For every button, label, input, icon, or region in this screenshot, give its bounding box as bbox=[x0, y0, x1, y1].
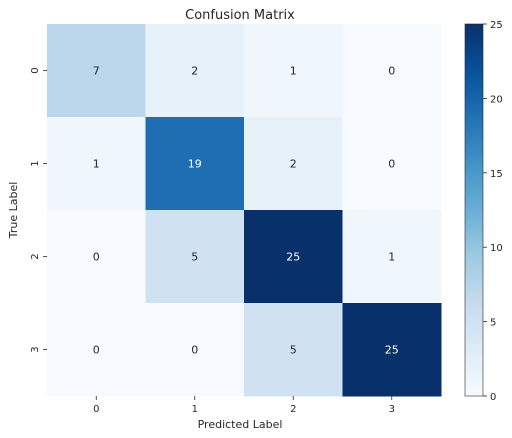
heatmap-cell-1-0 bbox=[47, 117, 146, 211]
colorbar-tick-label: 20 bbox=[490, 94, 503, 105]
heatmap-cell-0-3 bbox=[342, 24, 442, 118]
heatmap-cell-2-3 bbox=[342, 210, 442, 304]
y-axis-ticks: 0 1 2 3 bbox=[30, 67, 47, 353]
x-axis-label: Predicted Label bbox=[198, 418, 283, 431]
y-tick-label: 0 bbox=[30, 67, 41, 73]
cell-value-label: 2 bbox=[290, 158, 297, 171]
cell-value-label: 0 bbox=[388, 158, 395, 171]
colorbar-tick-label: 0 bbox=[490, 392, 496, 403]
heatmap-cell-1-2 bbox=[244, 117, 343, 211]
cell-value-label: 5 bbox=[290, 344, 297, 357]
heatmap-cell-labels: 7 2 1 0 1 19 2 0 0 5 25 1 0 0 5 25 bbox=[93, 65, 399, 357]
colorbar-ticks: 0 5 10 15 20 25 bbox=[483, 20, 503, 403]
heatmap-cell-0-1 bbox=[145, 24, 245, 118]
heatmap-cell-2-0 bbox=[47, 210, 146, 304]
x-axis-ticks: 0 1 2 3 bbox=[93, 396, 395, 415]
heatmap-cell-1-3 bbox=[342, 117, 442, 211]
cell-value-label: 0 bbox=[93, 344, 100, 357]
colorbar-tick-label: 10 bbox=[490, 243, 503, 254]
x-tick-label: 2 bbox=[290, 404, 296, 415]
cell-value-label: 25 bbox=[385, 344, 399, 357]
y-tick-label: 1 bbox=[30, 160, 41, 166]
heatmap-cell-2-2 bbox=[244, 210, 343, 304]
x-tick-label: 0 bbox=[93, 404, 99, 415]
cell-value-label: 1 bbox=[388, 251, 395, 264]
heatmap-cell-0-0 bbox=[47, 24, 146, 118]
heatmap-cell-3-0 bbox=[47, 303, 146, 397]
heatmap-cell-0-2 bbox=[244, 24, 343, 118]
cell-value-label: 2 bbox=[191, 65, 198, 78]
heatmap-cells bbox=[47, 24, 442, 397]
colorbar-tick-label: 15 bbox=[490, 169, 503, 180]
heatmap-cell-1-1 bbox=[145, 117, 245, 211]
heatmap-cell-2-1 bbox=[145, 210, 245, 304]
cell-value-label: 25 bbox=[286, 251, 300, 264]
cell-value-label: 0 bbox=[388, 65, 395, 78]
cell-value-label: 1 bbox=[93, 158, 100, 171]
y-tick-label: 2 bbox=[30, 253, 41, 259]
cell-value-label: 19 bbox=[188, 158, 202, 171]
cell-value-label: 0 bbox=[191, 344, 198, 357]
y-tick-label: 3 bbox=[30, 346, 41, 352]
cell-value-label: 1 bbox=[290, 65, 297, 78]
heatmap-cell-3-1 bbox=[145, 303, 245, 397]
colorbar-tick-label: 25 bbox=[490, 20, 503, 31]
heatmap-cell-3-3 bbox=[342, 303, 442, 397]
chart-title: Confusion Matrix bbox=[185, 8, 295, 23]
colorbar-tick-label: 5 bbox=[490, 318, 496, 329]
y-axis-label: True Label bbox=[7, 182, 20, 240]
x-tick-label: 3 bbox=[389, 404, 395, 415]
x-tick-label: 1 bbox=[192, 404, 198, 415]
cell-value-label: 5 bbox=[191, 251, 198, 264]
cell-value-label: 7 bbox=[93, 65, 100, 78]
cell-value-label: 0 bbox=[93, 251, 100, 264]
heatmap-cell-3-2 bbox=[244, 303, 343, 397]
colorbar bbox=[464, 23, 484, 397]
